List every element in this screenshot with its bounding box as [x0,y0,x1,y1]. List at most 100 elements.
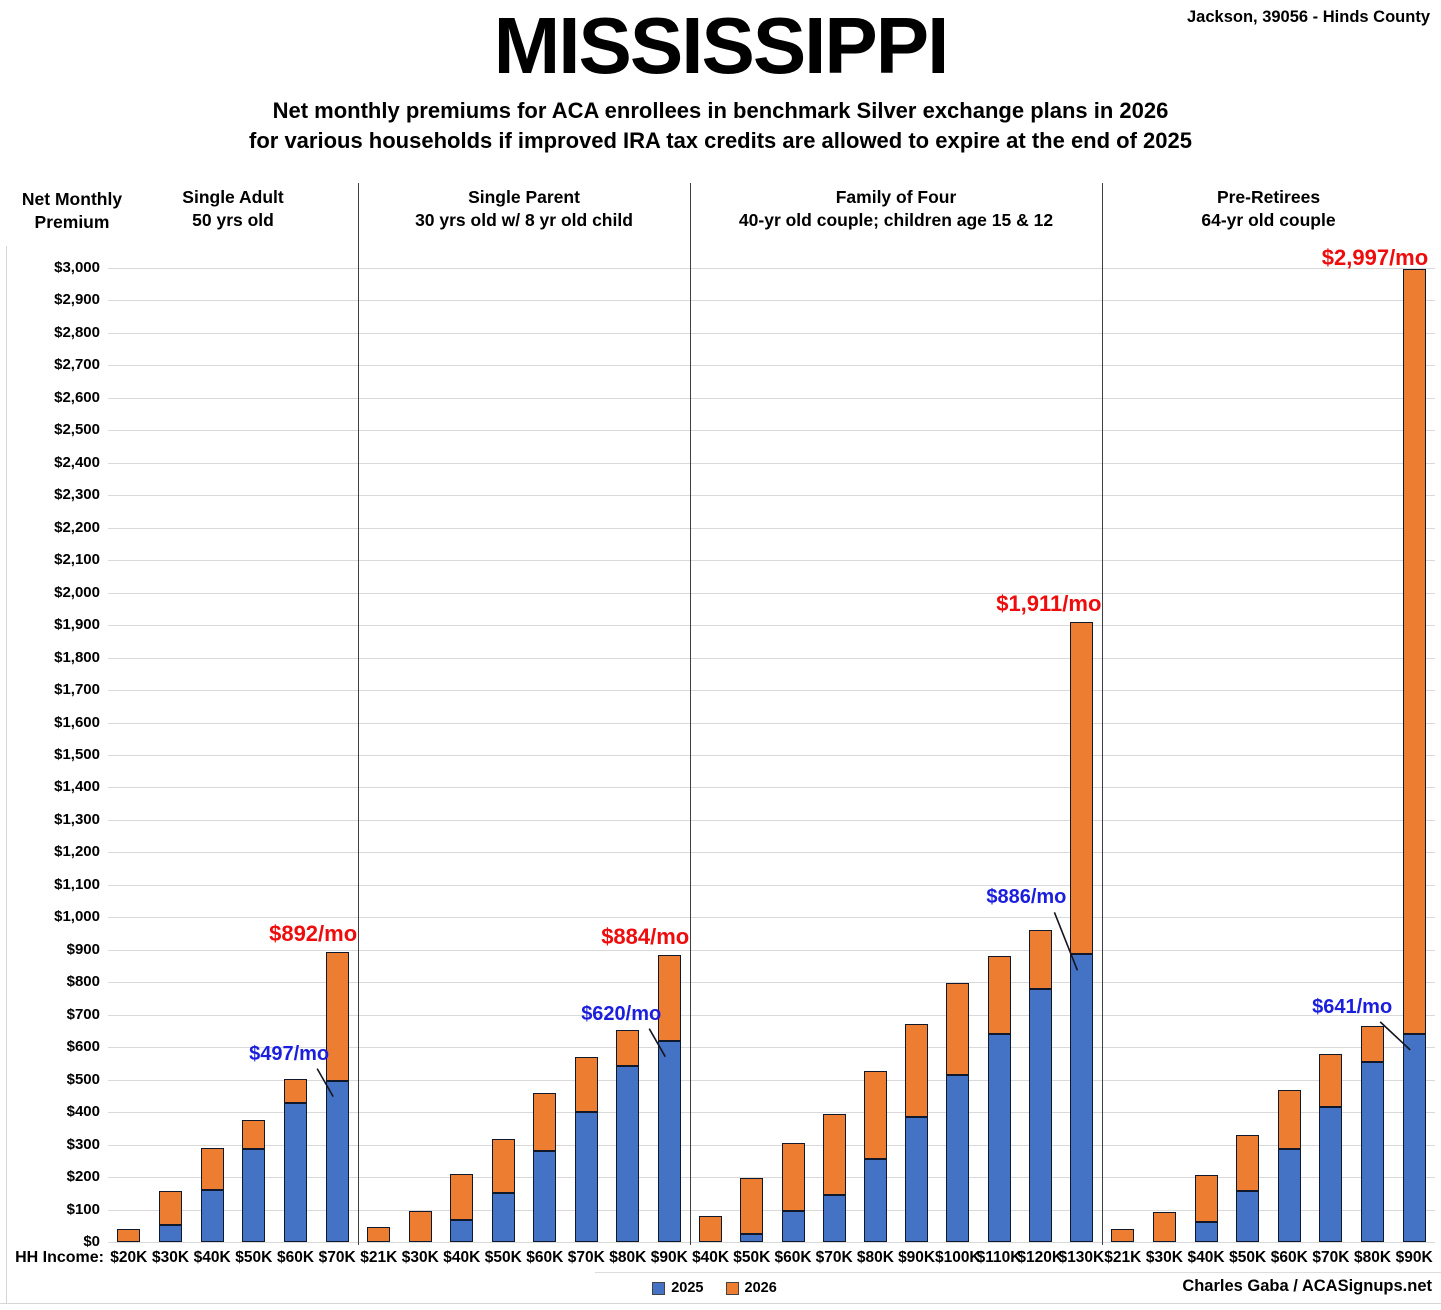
gridline [108,397,1435,399]
bar-2026-$130K [1069,621,1093,955]
x-tick-label: $40K [443,1249,481,1266]
legend-swatch-2026 [725,1281,739,1295]
x-axis-title: HH Income: [15,1249,104,1266]
chart-frame-left [6,246,7,1304]
panel-title: Pre-Retirees 64-yr old couple [1102,186,1435,232]
bar-2026-$60K [533,1092,557,1152]
bar-2026-$40K [699,1216,723,1242]
y-tick-label: $600 [66,1038,100,1056]
subtitle-line-2: for various households if improved IRA t… [249,128,1192,153]
gridline [108,1209,1435,1211]
annotation-$884/mo: $884/mo [601,923,690,949]
subtitle-line-1: Net monthly premiums for ACA enrollees i… [272,98,1169,123]
x-tick-label: $50K [484,1249,522,1266]
y-tick-label: $300 [66,1135,100,1153]
bar-2025-$90K [657,1040,681,1242]
gridline [108,1177,1435,1179]
x-tick-label: $100K [934,1249,981,1266]
gridline [108,657,1435,659]
gridline [108,300,1435,302]
bar-2025-$80K [863,1158,887,1242]
bar-2026-$70K [1319,1053,1343,1108]
gridline [108,917,1435,919]
y-tick-label: $2,500 [54,421,100,439]
x-tick-label: $40K [692,1249,730,1266]
panel-title: Single Parent 30 yrs old w/ 8 yr old chil… [358,186,690,232]
annotation-$2,997/mo: $2,997/mo [1321,244,1429,270]
bar-2025-$50K [242,1148,266,1242]
legend: 2025 2026 [0,1280,1435,1296]
bar-2026-$70K [574,1056,598,1113]
gridline [108,268,1435,269]
y-tick-label: $1,900 [54,616,100,634]
bar-2025-$70K [1319,1107,1343,1242]
y-tick-label: $1,500 [54,746,100,763]
gridline [108,430,1435,432]
gridline [108,462,1435,464]
gridline [108,982,1435,984]
bar-2025-$40K [450,1220,474,1242]
y-tick-label: $100 [66,1200,100,1218]
y-tick-label: $2,300 [54,486,100,504]
x-tick-label: $70K [815,1249,853,1266]
gridline [108,722,1435,724]
x-tick-label: $60K [774,1249,812,1266]
gridline [108,1079,1435,1081]
x-tick-label: $50K [235,1249,273,1266]
y-tick-label: $1,600 [54,713,100,731]
bar-2025-$50K [740,1233,764,1242]
legend-item-2025: 2025 [652,1280,704,1296]
bar-2025-$130K [1069,954,1093,1242]
bar-2025-$60K [1277,1149,1301,1242]
bar-2026-$50K [740,1178,764,1234]
x-tick-label: $40K [1187,1249,1225,1266]
y-tick-label: $1,300 [54,810,100,828]
bar-2026-$110K [987,956,1011,1034]
bar-2025-$40K [1194,1221,1218,1242]
bar-2026-$50K [491,1138,515,1194]
gridline [108,527,1435,529]
gridline [108,787,1435,789]
x-tick-label: $90K [650,1249,688,1266]
bar-2026-$80K [863,1070,887,1159]
y-tick-label: $700 [66,1005,100,1023]
legend-item-2026: 2026 [725,1280,777,1296]
x-tick-label: $20K [110,1249,148,1266]
gridline [108,1014,1435,1016]
x-tick-label: $130K [1058,1249,1105,1266]
x-tick-label: $30K [151,1249,190,1266]
x-tick-label: $80K [856,1249,894,1266]
x-tick-label: $30K [1145,1249,1183,1266]
bar-2025-$40K [200,1190,224,1242]
bar-2025-$80K [616,1066,640,1242]
y-tick-label: $2,000 [54,583,100,601]
panel-divider [1102,183,1103,1245]
panel-title-line-1: Single Parent [468,187,580,207]
bar-2026-$50K [1236,1134,1260,1191]
page-title: MISSISSIPPI [493,1,950,90]
y-tick-label: $2,100 [54,551,100,569]
y-tick-label: $2,800 [54,323,100,341]
y-tick-label: $1,200 [54,843,100,861]
x-tick-label: $50K [1229,1249,1267,1266]
gridline [108,1242,1435,1243]
panel-title-line-1: Family of Four [835,187,957,207]
bar-2026-$100K [946,983,970,1075]
bar-2026-$30K [408,1210,432,1242]
bar-2026-$90K [905,1024,929,1117]
gridline [108,560,1435,562]
bar-2026-$21K [1111,1229,1135,1242]
x-tick-label: $40K [193,1249,231,1266]
bar-2026-$60K [1277,1090,1301,1150]
bar-2026-$90K [657,954,681,1041]
bar-2026-$20K [117,1229,141,1242]
y-tick-label: $2,700 [54,356,100,374]
x-tick-label: $50K [733,1249,771,1266]
bar-2025-$110K [987,1033,1011,1242]
bar-2026-$30K [1152,1212,1176,1242]
bar-2025-$70K [325,1080,349,1242]
bar-2026-$30K [159,1190,182,1226]
y-tick-label: $3,000 [54,259,100,276]
bar-2025-$50K [491,1193,515,1242]
y-tick-label: $1,700 [54,681,100,699]
